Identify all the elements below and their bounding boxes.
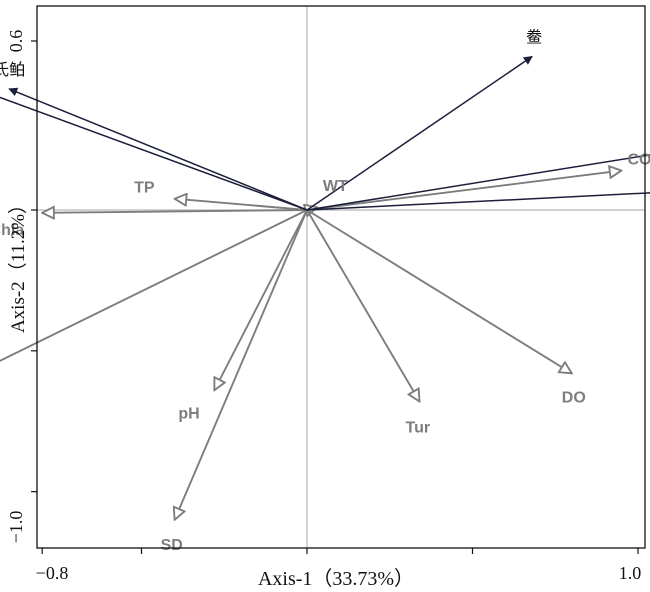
arrows bbox=[0, 55, 650, 520]
species-arrow-1 bbox=[306, 55, 533, 211]
env-arrow-tp bbox=[175, 199, 308, 211]
x-tick-label-left: −0.8 bbox=[36, 563, 69, 583]
plot-frame bbox=[36, 5, 646, 549]
species-label-2: 达氏鲌 bbox=[0, 60, 25, 79]
y-tick-label-bottom: −1.0 bbox=[6, 511, 26, 544]
zero-lines bbox=[37, 6, 645, 548]
env-arrow-tur bbox=[306, 209, 420, 402]
env-arrow-sd bbox=[175, 209, 308, 520]
env-label-wt: WT bbox=[323, 178, 348, 195]
y-tick-label-top: 0.6 bbox=[6, 30, 26, 53]
env-arrow-do bbox=[306, 209, 572, 373]
env-label-codmn: CODMn bbox=[627, 152, 650, 169]
env-arrow-ph bbox=[214, 209, 308, 390]
species-arrow-5 bbox=[306, 192, 650, 211]
env-arrow-chla bbox=[42, 210, 308, 213]
x-tick-label-right: 1.0 bbox=[619, 563, 642, 583]
env-label-ph: pH bbox=[178, 405, 199, 422]
env-arrow-tn bbox=[0, 209, 308, 368]
env-label-do: DO bbox=[562, 389, 586, 406]
env-label-chla: Chla bbox=[0, 222, 24, 239]
species-label-1: 鲞 bbox=[526, 27, 542, 46]
arrow-labels: CODMnWTTPChlaTNpHSDTurDO鲞达氏鲌短颌鲚似鱎鲫 bbox=[0, 27, 650, 553]
species-arrow-2 bbox=[8, 87, 308, 211]
species-arrow-3 bbox=[0, 96, 308, 211]
env-label-tur: Tur bbox=[406, 420, 431, 437]
axis-ticks bbox=[31, 40, 639, 554]
env-label-sd: SD bbox=[161, 537, 183, 554]
y-axis-title: Axis-2（11.2%） bbox=[7, 195, 29, 333]
x-axis-title: Axis-1（33.73%） bbox=[258, 567, 414, 590]
env-label-tp: TP bbox=[134, 180, 155, 197]
species-arrow-4 bbox=[306, 154, 650, 211]
env-arrow-codmn bbox=[306, 171, 621, 211]
